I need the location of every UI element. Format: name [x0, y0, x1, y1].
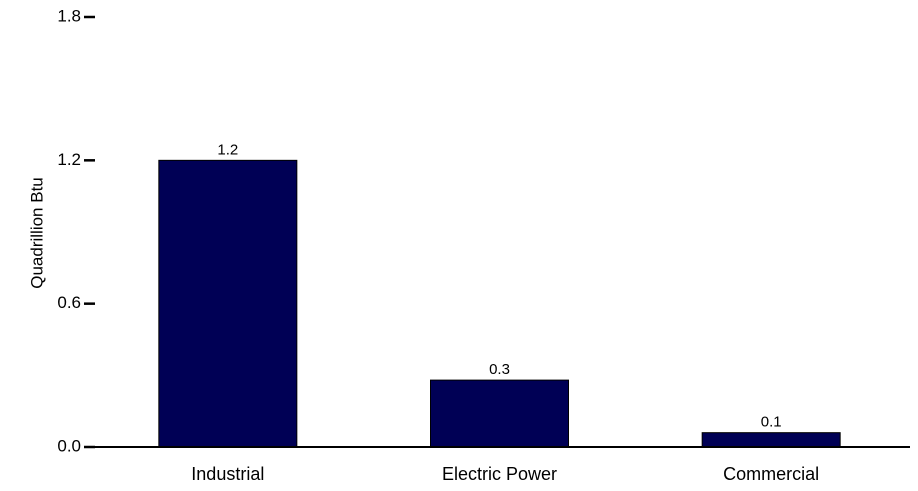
x-tick-label: Commercial [723, 464, 819, 484]
y-tick-label: 0.0 [57, 436, 81, 455]
y-tick-label: 1.2 [57, 150, 81, 169]
y-tick-label: 0.6 [57, 293, 81, 312]
data-label: 0.1 [761, 414, 782, 431]
bar-commercial [701, 432, 841, 448]
bar-industrial [158, 159, 298, 448]
y-tick-label: 1.8 [57, 6, 81, 25]
y-axis-title: Quadrillion Btu [27, 177, 46, 289]
data-label: 1.2 [217, 141, 238, 158]
x-tick-label: Industrial [191, 464, 264, 484]
bar-electric-power [430, 379, 569, 448]
x-tick-label: Electric Power [442, 464, 557, 484]
data-label: 0.3 [489, 361, 510, 378]
